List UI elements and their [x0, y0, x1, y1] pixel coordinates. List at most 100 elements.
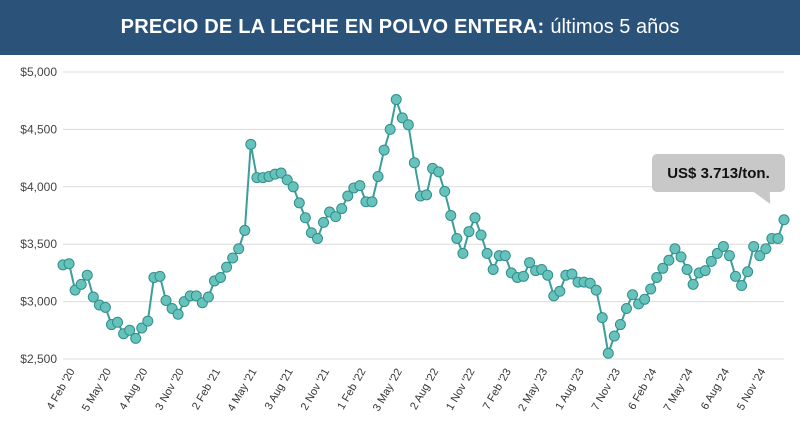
data-point — [99, 301, 111, 313]
data-point — [421, 189, 433, 201]
data-point — [233, 243, 245, 255]
data-point — [663, 254, 675, 266]
x-tick-label: 7 Feb '23 — [481, 366, 514, 411]
data-point — [705, 255, 717, 267]
grid-lines — [63, 71, 784, 360]
x-tick-label: 1 Aug '23 — [553, 367, 586, 412]
data-point — [754, 250, 766, 262]
data-point — [378, 144, 390, 156]
x-tick-label: 6 Feb '24 — [626, 367, 659, 412]
data-point — [354, 180, 366, 192]
chart-title-bold: PRECIO DE LA LECHE EN POLVO ENTERA: — [120, 16, 545, 38]
y-tick-label: $5,000 — [20, 65, 57, 79]
data-point — [124, 324, 136, 336]
y-tick-label: $2,500 — [20, 352, 57, 366]
data-point — [457, 247, 469, 259]
data-point — [645, 283, 657, 295]
last-value-callout: US$ 3.713/ton. — [652, 154, 785, 192]
x-tick-label: 5 Nov '24 — [735, 367, 768, 413]
data-point — [584, 277, 596, 289]
x-tick-label: 4 Aug '20 — [117, 367, 150, 412]
x-tick-label: 3 Aug '21 — [263, 367, 296, 412]
data-point — [366, 196, 378, 208]
data-point — [221, 261, 233, 273]
data-point — [130, 332, 142, 344]
x-tick-label: 2 Aug '22 — [408, 367, 441, 412]
data-point — [554, 285, 566, 297]
chart-title-light: últimos 5 años — [550, 16, 680, 38]
series-line-precio — [62, 95, 785, 358]
data-point — [227, 252, 239, 264]
data-point — [723, 250, 735, 262]
data-point — [336, 203, 348, 215]
data-point — [651, 271, 663, 283]
data-point — [590, 284, 602, 296]
data-point — [299, 212, 311, 224]
data-point — [602, 347, 614, 359]
data-point — [87, 291, 99, 303]
data-point — [620, 302, 632, 314]
x-tick-label: 4 Feb '20 — [45, 367, 78, 412]
data-point — [699, 265, 711, 277]
x-tick-label: 2 Nov '21 — [299, 367, 332, 413]
data-point — [75, 278, 87, 290]
y-tick-label: $4,500 — [20, 122, 57, 136]
series-markers — [57, 94, 790, 359]
data-point — [372, 170, 384, 182]
x-tick-label: 2 May '23 — [516, 367, 550, 414]
data-point — [433, 166, 445, 178]
y-tick-label: $3,500 — [20, 237, 57, 251]
data-point — [711, 247, 723, 259]
data-point — [445, 210, 457, 221]
data-point — [657, 262, 669, 274]
data-point — [627, 289, 639, 301]
data-point — [451, 232, 463, 244]
data-point — [717, 240, 729, 252]
y-axis: $2,500 $3,000 $3,500 $4,000 $4,500 $5,000 — [20, 65, 57, 366]
data-point — [639, 293, 651, 305]
x-axis: 4 Feb '20 5 May '20 4 Aug '20 3 Nov '20 2 Fe… — [45, 366, 769, 413]
x-tick-label: 1 Feb '22 — [335, 367, 368, 412]
data-point — [154, 270, 166, 282]
data-point — [275, 167, 287, 179]
data-point — [517, 270, 529, 282]
x-tick-label: 5 May '20 — [80, 367, 114, 414]
x-tick-label: 4 May '21 — [225, 367, 259, 414]
data-point — [566, 268, 578, 280]
data-point — [408, 157, 420, 169]
x-tick-label: 7 May '24 — [662, 367, 696, 414]
data-point — [687, 278, 699, 290]
data-point — [742, 266, 754, 278]
data-point — [596, 312, 608, 324]
title-banner: PRECIO DE LA LECHE EN POLVO ENTERA: últi… — [0, 0, 800, 55]
data-point — [542, 269, 554, 281]
data-point — [330, 211, 342, 223]
data-point — [499, 250, 511, 262]
data-point — [481, 247, 493, 259]
data-point — [281, 174, 293, 186]
data-point — [475, 229, 487, 241]
data-point — [342, 190, 354, 202]
data-point — [396, 112, 408, 124]
data-point — [384, 123, 396, 135]
y-tick-label: $3,000 — [20, 295, 57, 309]
data-point — [487, 263, 499, 275]
data-point — [402, 119, 414, 131]
x-tick-label: 1 Nov '22 — [444, 367, 477, 413]
data-point — [190, 290, 202, 302]
data-point — [63, 258, 75, 270]
data-point — [748, 240, 760, 252]
data-point — [675, 251, 687, 263]
callout-label: US$ 3.713/ton. — [667, 164, 770, 182]
data-point — [608, 330, 620, 342]
data-point — [293, 197, 305, 209]
data-point — [463, 226, 475, 238]
y-tick-label: $4,000 — [20, 180, 57, 194]
data-point — [614, 319, 626, 331]
data-point — [760, 243, 772, 255]
data-point — [778, 214, 790, 226]
data-point — [245, 138, 257, 150]
data-point — [318, 216, 330, 228]
data-point — [202, 291, 214, 303]
data-point — [469, 212, 481, 224]
